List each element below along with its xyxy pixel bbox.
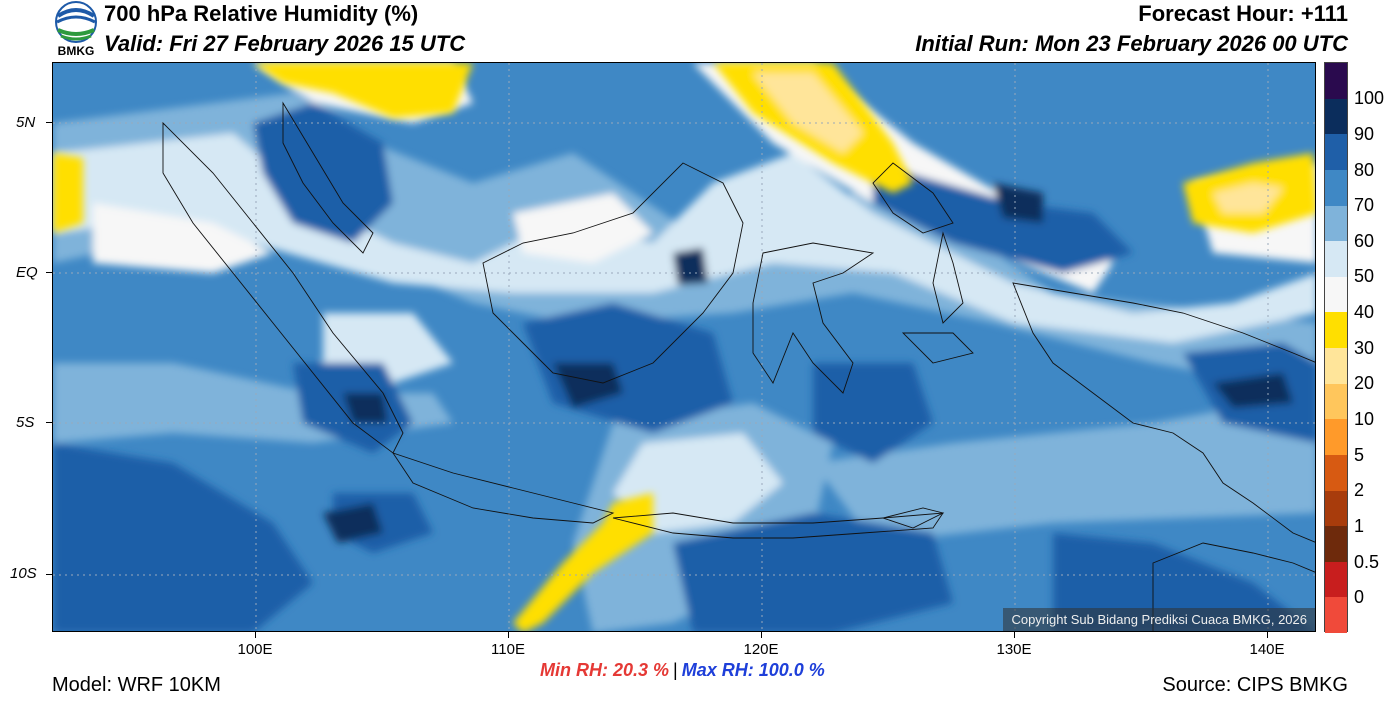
valid-time: Valid: Fri 27 February 2026 15 UTC (104, 31, 466, 56)
lat-label-5s: 5S (16, 414, 35, 431)
chart-title: 700 hPa Relative Humidity (%) (104, 1, 419, 26)
colorbar-segment (1325, 98, 1347, 135)
colorbar-label: 40 (1354, 302, 1375, 322)
lon-tick (1267, 632, 1268, 638)
colorbar-label: 0.5 (1354, 552, 1380, 572)
forecast-hour: Forecast Hour: +111 (1138, 1, 1348, 26)
lat-tick (46, 122, 52, 123)
lon-tick (1014, 632, 1015, 638)
lat-tick (46, 574, 52, 575)
colorbar-label: 20 (1354, 373, 1375, 393)
lon-tick (508, 632, 509, 638)
model-info: Model: WRF 10KM (52, 674, 221, 696)
colorbar-segment (1325, 241, 1347, 277)
source-info: Source: CIPS BMKG (1162, 674, 1348, 696)
colorbar-label: 90 (1354, 124, 1375, 144)
colorbar-label: 100 (1354, 88, 1385, 108)
lat-tick (46, 422, 52, 423)
colorbar-label: 60 (1354, 231, 1375, 251)
colorbar-segment (1325, 63, 1347, 99)
colorbar-segment (1325, 276, 1347, 313)
colorbar-segment (1325, 205, 1347, 242)
colorbar-segment (1325, 526, 1347, 562)
colorbar-label: 10 (1354, 409, 1375, 429)
bmkg-logo: BMKG (52, 0, 100, 60)
colorbar-label: 50 (1354, 266, 1375, 286)
rh-stats: Min RH: 20.3 % | Max RH: 100.0 % (540, 660, 825, 681)
colorbar-segment (1325, 169, 1347, 206)
lon-tick (761, 632, 762, 638)
lon-label-140e: 140E (1249, 641, 1285, 658)
colorbar-label: 80 (1354, 160, 1375, 180)
colorbar-label: 30 (1354, 338, 1375, 358)
colorbar-label: 70 (1354, 195, 1375, 215)
colorbar-label: 1 (1354, 516, 1365, 536)
min-rh: Min RH: 20.3 % (540, 660, 670, 680)
lon-label-100e: 100E (237, 641, 273, 658)
colorbar-segment (1325, 454, 1347, 491)
colorbar-label: 5 (1354, 445, 1365, 465)
colorbar-segment (1325, 419, 1347, 455)
colorbar-segment (1325, 312, 1347, 348)
colorbar-segment (1325, 348, 1347, 384)
colorbar-label: 0 (1354, 587, 1365, 607)
colorbar-segment (1325, 490, 1347, 527)
copyright-notice: Copyright Sub Bidang Prediksi Cuaca BMKG… (1003, 608, 1315, 631)
colorbar-label: 2 (1354, 480, 1365, 500)
colorbar-segment (1325, 561, 1347, 598)
lat-label-10s: 10S (10, 565, 37, 582)
colorbar-segment (1325, 134, 1347, 170)
max-rh: Max RH: 100.0 % (681, 660, 825, 680)
lat-tick (46, 272, 52, 273)
colorbar-segment (1325, 383, 1347, 420)
colorbar-segment (1325, 597, 1347, 633)
lon-tick (255, 632, 256, 638)
colorbar (1324, 62, 1348, 633)
lon-label-120e: 120E (743, 641, 779, 658)
logo-text: BMKG (57, 44, 95, 58)
lat-label-5n: 5N (16, 114, 36, 131)
stats-separator: | (673, 660, 678, 680)
initial-run: Initial Run: Mon 23 February 2026 00 UTC (915, 31, 1348, 56)
lat-label-eq: EQ (16, 264, 38, 281)
humidity-map[interactable]: Copyright Sub Bidang Prediksi Cuaca BMKG… (52, 62, 1316, 632)
lon-label-130e: 130E (996, 641, 1032, 658)
lon-label-110e: 110E (491, 641, 525, 658)
